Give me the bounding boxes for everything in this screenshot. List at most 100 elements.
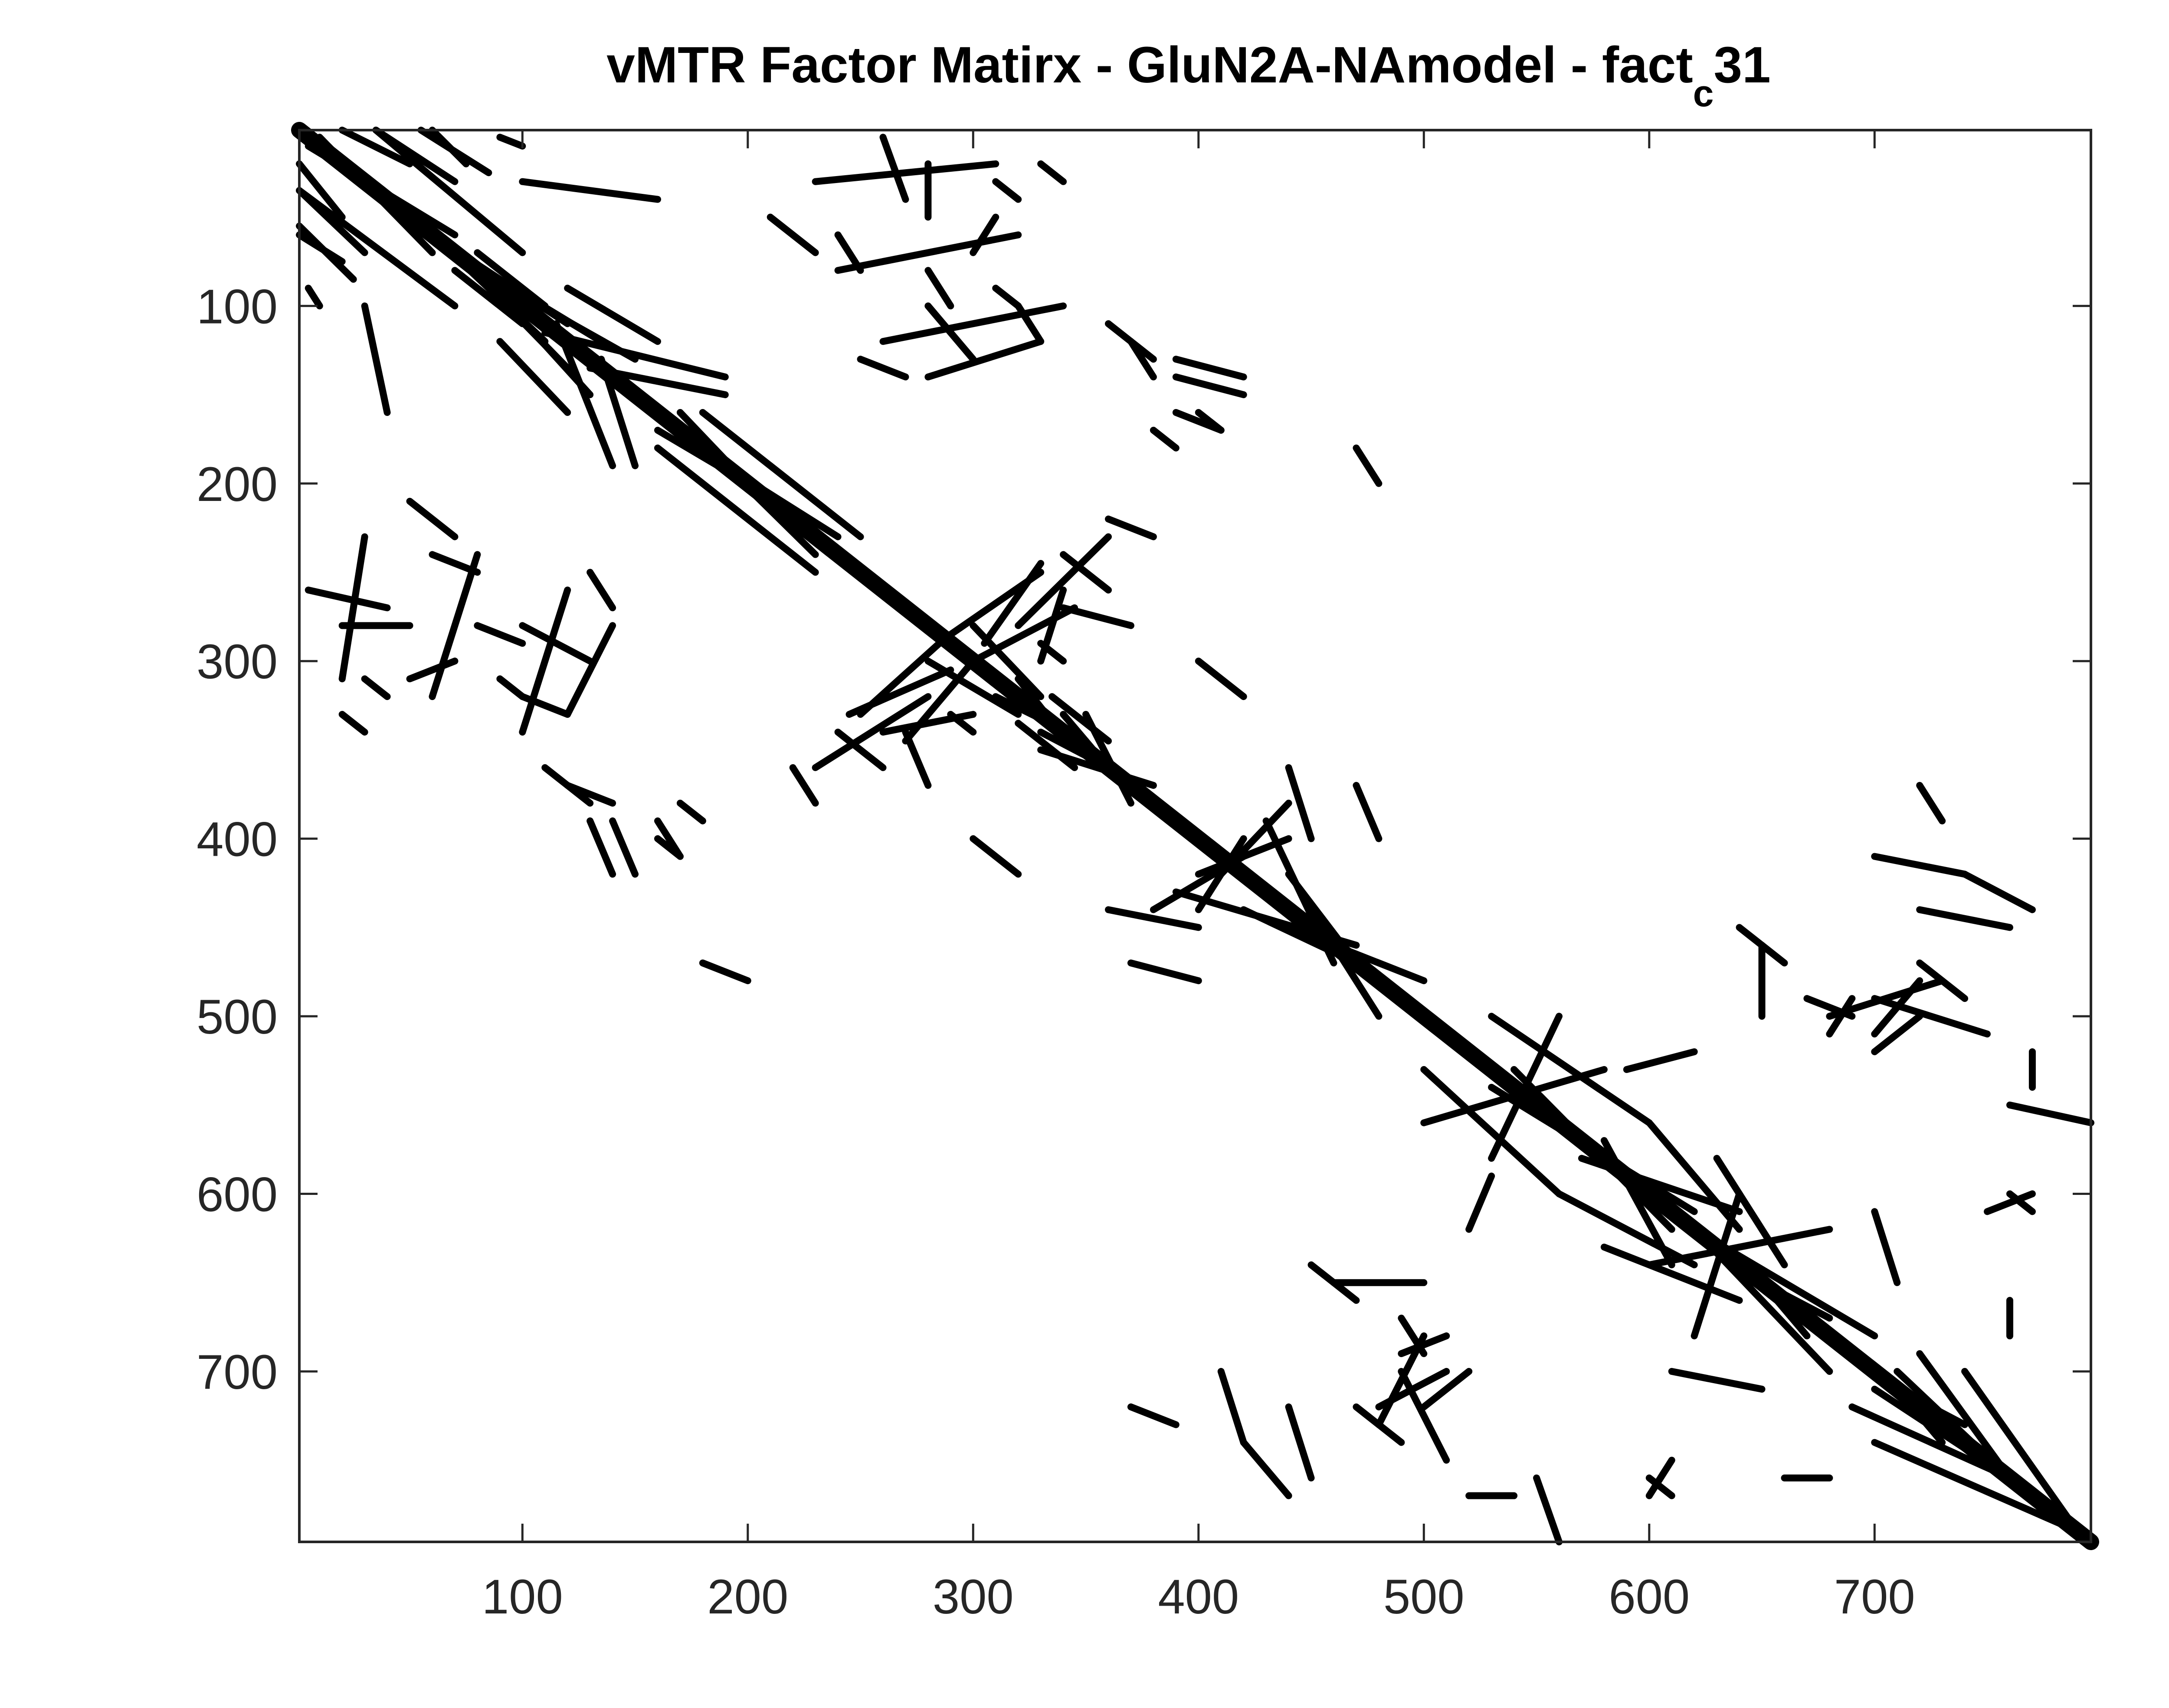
contact-segment [1645, 1474, 1675, 1499]
contact-segment-mirror [1691, 1226, 1833, 1375]
contact-segment [305, 586, 391, 612]
contact-segment-mirror [1533, 1474, 1563, 1545]
contact-segment [1420, 1066, 1608, 1126]
contact-segment [834, 231, 1022, 274]
contact-segment-mirror [1871, 1385, 2013, 1482]
contact-segment [1285, 924, 1428, 985]
contact-segment-mirror [1645, 1456, 1675, 1499]
contact-segment [1285, 1403, 1315, 1482]
contact-segment [924, 338, 1045, 381]
contact-segment-mirror [609, 817, 639, 878]
contact-segment [541, 329, 729, 381]
contact-segment-mirror [1916, 1350, 2013, 1482]
contact-segment [1060, 604, 1134, 629]
contact-segment-mirror [1555, 1119, 1653, 1198]
contact-segment-mirror [338, 533, 368, 683]
contact-segment-mirror [879, 134, 909, 203]
x-tick-label: 200 [707, 1570, 788, 1624]
axis-ticks: 100 200 300 400 500 600 700 100 200 300 400 500 600 7… [197, 130, 2091, 1624]
contact-segment-mirror [496, 338, 571, 416]
contact-segment-mirror [1060, 711, 1112, 771]
contact-segment-mirror [1353, 1403, 1405, 1446]
contact-segment-mirror [699, 409, 864, 540]
contact-segment-mirror [721, 462, 819, 558]
contact-segment-mirror [1871, 853, 1969, 878]
contact-segment-mirror [992, 178, 1022, 203]
x-tick-label: 600 [1609, 1570, 1690, 1624]
contact-segment-mirror [296, 222, 357, 283]
contact-segment-mirror [1307, 906, 1383, 1020]
contact-segment-mirror [474, 249, 549, 310]
contact-segment-mirror [1826, 995, 1856, 1038]
contact-segment-mirror [654, 835, 684, 860]
contact-segment-mirror [1713, 1243, 1901, 1393]
contact-segment [1758, 1279, 1833, 1322]
contact-segment-mirror [553, 320, 616, 469]
contact-segment [474, 622, 526, 647]
contact-segment [1195, 409, 1225, 434]
contact-segment-mirror [2006, 1190, 2036, 1215]
contact-segment [1623, 1048, 1698, 1073]
contact-segment [1871, 1439, 2081, 1535]
contact-segment-mirror [541, 764, 594, 807]
contact-segment-mirror [1961, 1368, 2081, 1535]
contact-segment [296, 187, 459, 310]
contact-segment-mirror [305, 142, 459, 239]
contact-segment-mirror [1871, 1208, 1901, 1286]
contact-segment-mirror [474, 267, 594, 399]
contact-segment [1803, 995, 1856, 1020]
contact-segment-mirror [564, 622, 616, 718]
contact-segment [1104, 906, 1202, 931]
contact-segment [1894, 1368, 2013, 1482]
contact-segment-mirror [1015, 533, 1112, 629]
contact-segment [519, 622, 594, 665]
chart-title: vMTR Factor Matirx - GluN2A-NAmodel - fa… [606, 36, 1771, 115]
contact-segment [812, 693, 932, 771]
contact-segment-mirror [1172, 817, 1270, 896]
contact-segment [1082, 711, 1134, 807]
contact-segment-mirror [372, 127, 526, 256]
contact-segment [451, 267, 526, 327]
contact-segment-mirror [1420, 1066, 1563, 1198]
contact-segment-mirror [1307, 1261, 1360, 1304]
contact-segment-mirror [1916, 782, 1946, 825]
contact-segment-mirror [586, 569, 616, 612]
matrix-cells [291, 122, 2099, 1550]
contact-segment [316, 134, 436, 256]
contact-segment-mirror [1713, 1155, 1788, 1269]
y-tick-label: 600 [197, 1168, 278, 1222]
contact-segment [947, 569, 1045, 638]
contact-segment [970, 835, 1022, 878]
contact-segment-mirror [1645, 1119, 1743, 1233]
contact-segment [1736, 924, 1788, 967]
contact-segment [1375, 1368, 1450, 1410]
contact-segment-mirror [1758, 1279, 1811, 1340]
contact-segment-mirror [1037, 746, 1157, 789]
contact-segment [406, 497, 459, 540]
contact-segment [1127, 1403, 1180, 1428]
contact-segment [1104, 515, 1157, 540]
x-tick-label: 400 [1158, 1570, 1239, 1624]
contact-segment-mirror [1871, 977, 1923, 1038]
contact-segment [970, 213, 999, 256]
contact-segment [1871, 1013, 1923, 1055]
contact-segment [1150, 426, 1180, 452]
contact-segment [1871, 995, 1991, 1038]
contact-segment-mirror [1488, 1013, 1563, 1162]
contact-segment-mirror [1916, 906, 2013, 931]
y-tick-label: 300 [197, 635, 278, 689]
contact-segment [1488, 1013, 1653, 1126]
contact-segment [1037, 160, 1067, 185]
contact-segment-mirror [902, 728, 932, 789]
contact-segment [1127, 959, 1202, 985]
contact-segment-mirror [305, 285, 323, 310]
contact-segment-mirror [1195, 658, 1247, 700]
contact-segment-mirror [496, 675, 526, 700]
contact-segment-mirror [924, 302, 977, 363]
x-tick-label: 700 [1834, 1570, 1915, 1624]
y-tick-label: 100 [197, 279, 278, 334]
contact-segment [1894, 1385, 1969, 1428]
contact-segment-mirror [338, 711, 368, 736]
contact-segment [586, 817, 616, 878]
